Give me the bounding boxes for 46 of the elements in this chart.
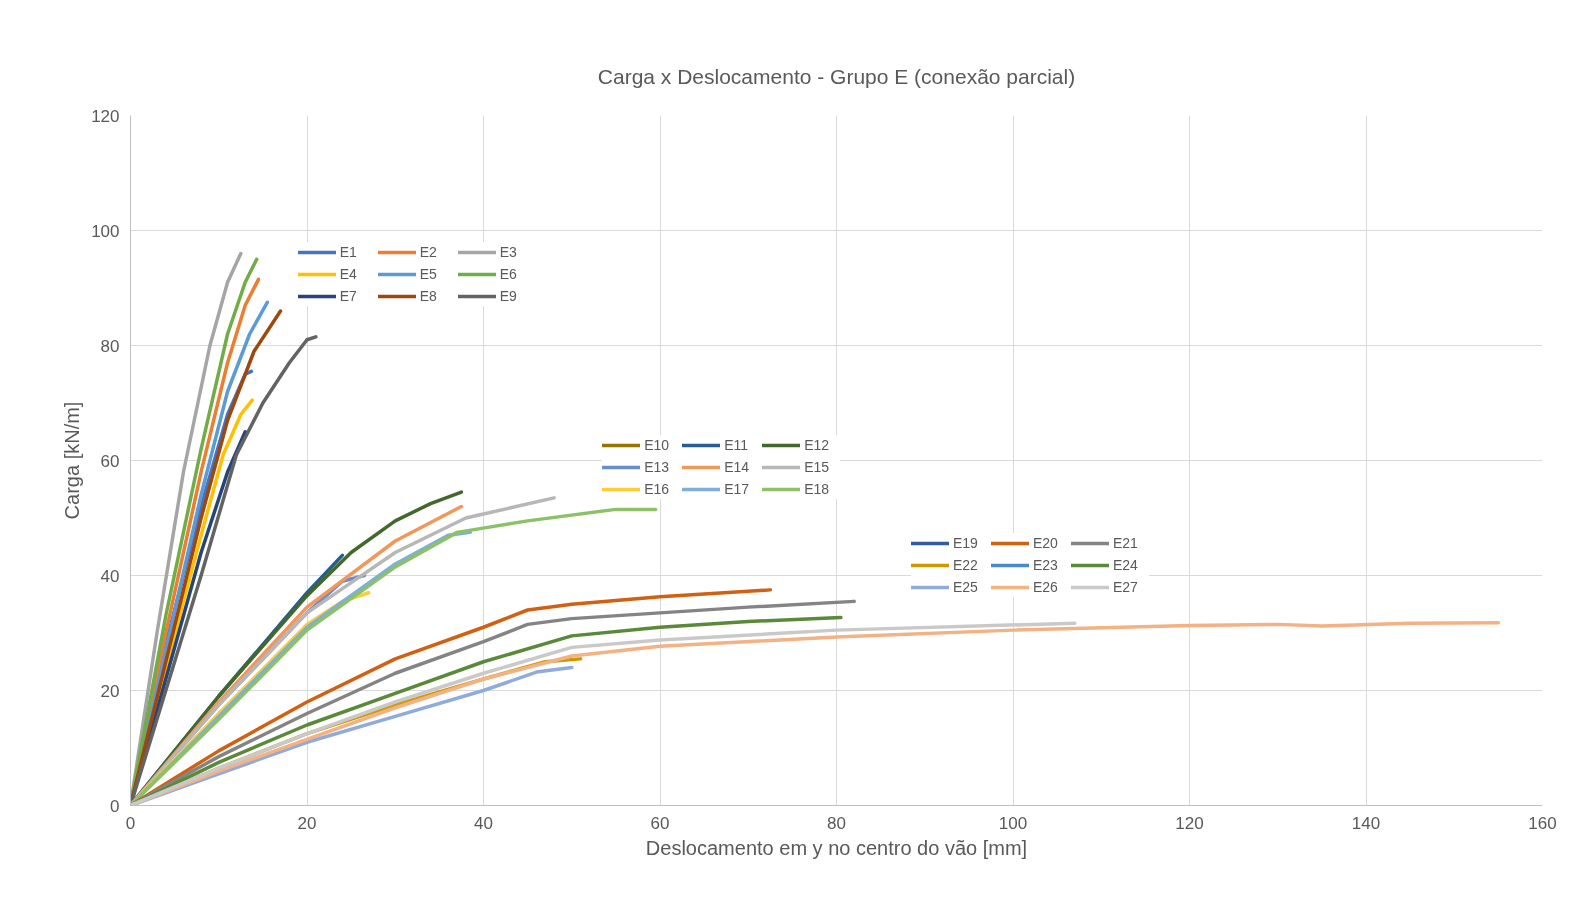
legend-label: E4 [339,265,358,285]
legend-label: E13 [644,457,671,477]
legend-label: E23 [1033,555,1059,575]
x-tick-label: 160 [1528,813,1557,833]
x-tick-label: 100 [998,813,1028,833]
y-tick-label: 60 [100,451,120,471]
y-tick-label: 100 [91,221,120,241]
x-tick-label: 0 [125,813,136,833]
x-tick-label: 140 [1351,813,1381,833]
legend-label: E14 [724,457,751,477]
legend-label: E8 [419,287,438,307]
y-tick-label: 20 [100,681,120,701]
legend-label: E25 [953,577,979,597]
legend-label: E22 [953,555,979,575]
legend-label: E7 [339,287,358,307]
legend-label: E2 [419,243,438,263]
legend-label: E5 [419,265,438,285]
legend-label: E3 [499,243,518,263]
x-axis-title: Deslocamento em y no centro do vão [mm] [645,836,1028,859]
legend-label: E16 [644,479,671,499]
y-tick-label: 80 [100,336,120,356]
legend-label: E24 [1113,555,1139,575]
legend-label: E26 [1033,577,1059,597]
legend-label: E1 [339,243,358,263]
legend-label: E18 [804,479,831,499]
legend-label: E20 [1033,533,1059,553]
chart-title: Carga x Deslocamento - Grupo E (conexão parcial) [597,65,1076,88]
legend-label: E19 [953,533,979,553]
legend-label: E27 [1113,577,1139,597]
legend-label: E12 [804,435,831,455]
y-tick-label: 0 [110,796,120,816]
y-tick-label: 40 [100,566,120,586]
legend-label: E15 [804,457,831,477]
legend-label: E21 [1113,533,1139,553]
legend-label: E17 [724,479,751,499]
y-tick-label: 120 [91,106,120,126]
x-tick-label: 40 [474,813,493,833]
legend-label: E10 [644,435,671,455]
legend-label: E6 [499,265,518,285]
legend-label: E9 [499,287,518,307]
x-tick-label: 60 [650,813,670,833]
x-tick-label: 20 [297,813,317,833]
x-tick-label: 80 [827,813,846,833]
legend-label: E11 [724,435,749,455]
x-tick-label: 120 [1175,813,1204,833]
y-axis-title: Carga [kN/m] [61,401,84,520]
